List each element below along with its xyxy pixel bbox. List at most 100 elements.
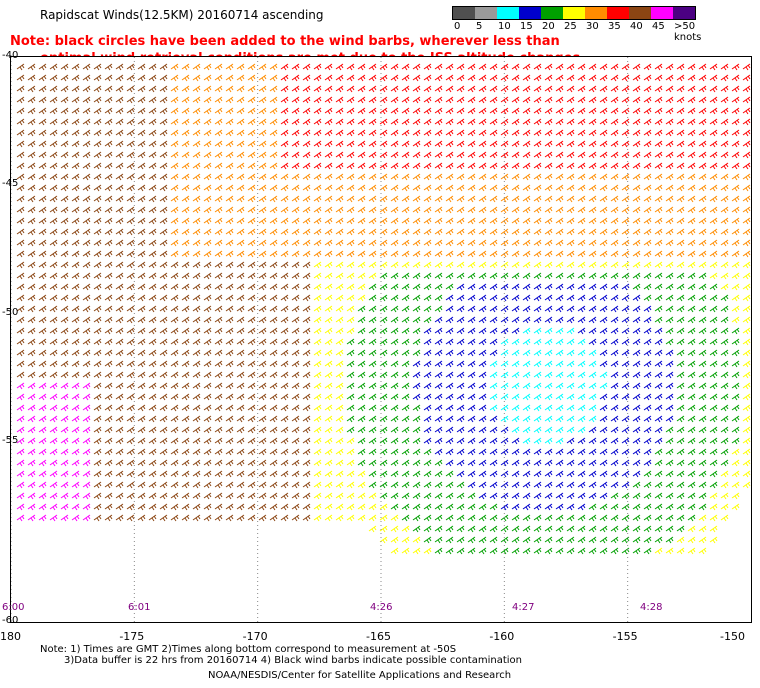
wind-barb [610,195,619,203]
wind-barb [324,228,333,236]
wind-barb [445,371,454,379]
wind-barb [434,503,443,511]
wind-barb [676,261,685,269]
wind-barb [302,151,311,159]
wind-barb [324,250,333,258]
wind-barb [555,283,564,291]
wind-barb [676,481,685,489]
wind-barb [632,283,641,291]
wind-barb [434,349,443,357]
wind-barb [49,206,58,214]
wind-barb [137,107,146,115]
wind-barb [500,459,509,467]
wind-barb [335,283,344,291]
wind-barb [49,195,58,203]
wind-barb [104,184,113,192]
wind-barb [335,129,344,137]
wind-barb [324,459,333,467]
wind-barb [445,536,454,544]
wind-barb [258,503,267,511]
wind-barb [302,404,311,412]
wind-barb [621,481,630,489]
wind-barb [610,107,619,115]
wind-barb [665,547,674,555]
wind-barb [137,371,146,379]
wind-barb [280,327,289,335]
wind-barb [38,426,47,434]
wind-barb [346,481,355,489]
wind-barb [104,492,113,500]
wind-barb [742,250,751,258]
wind-barb [467,85,476,93]
wind-barb [478,74,487,82]
wind-barb [434,338,443,346]
wind-barb [423,360,432,368]
wind-barb [368,371,377,379]
wind-barb [522,283,531,291]
wind-barb [577,393,586,401]
wind-barb [214,360,223,368]
wind-barb [192,74,201,82]
wind-barb [104,393,113,401]
wind-barb [357,448,366,456]
wind-barb [731,162,740,170]
wind-barb [181,514,190,522]
wind-barb [390,63,399,71]
wind-barb [742,305,751,313]
wind-barb [698,206,707,214]
wind-barb [82,195,91,203]
wind-barb [104,360,113,368]
wind-barb [258,261,267,269]
wind-barb [566,349,575,357]
wind-barb [60,283,69,291]
wind-barb [456,85,465,93]
wind-barb [115,272,124,280]
wind-barb [401,349,410,357]
wind-barb [82,63,91,71]
legend-label: 10 [498,21,511,32]
wind-barb [346,360,355,368]
wind-barb [720,404,729,412]
wind-barb [170,63,179,71]
wind-barb [445,173,454,181]
wind-barb [291,129,300,137]
wind-barb [720,195,729,203]
wind-barb [709,184,718,192]
wind-barb [566,305,575,313]
wind-barb [423,470,432,478]
wind-barb [49,514,58,522]
wind-barb [544,382,553,390]
wind-barb [412,316,421,324]
wind-barb [104,349,113,357]
wind-barb [93,250,102,258]
wind-barb [500,96,509,104]
wind-barb [324,217,333,225]
wind-barb [632,503,641,511]
wind-barb [720,338,729,346]
wind-barb [71,382,80,390]
wind-barb [643,459,652,467]
wind-barb [720,283,729,291]
wind-barb [137,448,146,456]
wind-barb [566,360,575,368]
wind-barb [49,74,58,82]
wind-barb [599,261,608,269]
wind-barb [324,470,333,478]
wind-barb [412,382,421,390]
wind-barb [731,173,740,181]
wind-barb [577,437,586,445]
wind-barb [698,371,707,379]
wind-barb [676,140,685,148]
wind-barb [192,492,201,500]
wind-barb [489,415,498,423]
wind-barb [280,250,289,258]
wind-speed-legend: 0 5 10 15 20 25 30 35 40 45 >50 knots [452,6,701,43]
wind-barb [291,63,300,71]
wind-barb [401,327,410,335]
wind-barb [566,448,575,456]
wind-barb [379,503,388,511]
wind-barb [533,437,542,445]
wind-barb [698,481,707,489]
wind-barb [676,228,685,236]
wind-barb [577,151,586,159]
